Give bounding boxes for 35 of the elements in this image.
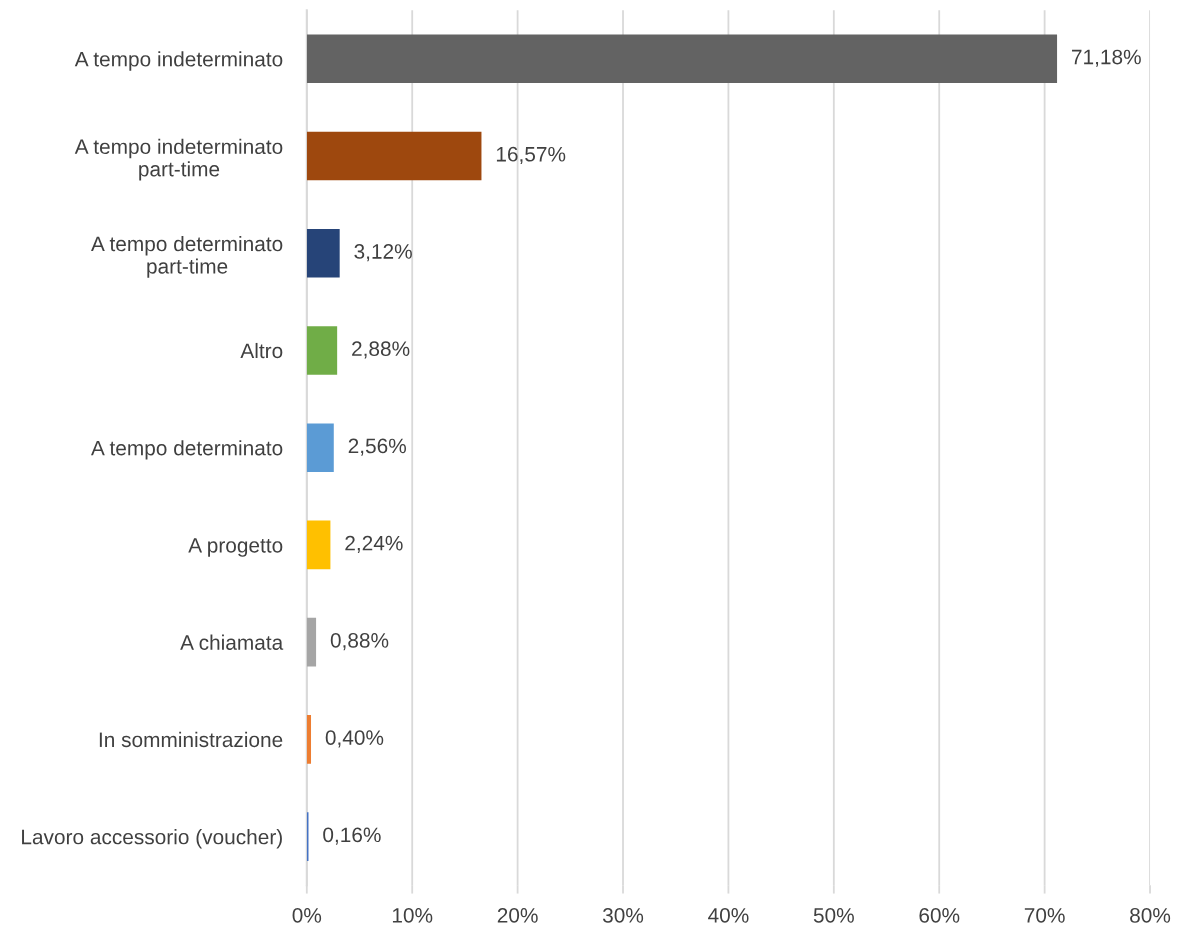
bar: [306, 617, 317, 667]
bar: [306, 715, 312, 764]
x-tick-label: 40%: [708, 908, 749, 923]
x-tick-label: 0%: [292, 908, 322, 923]
bar: [306, 520, 331, 570]
bar: [306, 423, 334, 473]
data-label: 2,88%: [352, 341, 410, 359]
x-tick-label: 30%: [602, 908, 644, 923]
bar: [306, 34, 1058, 84]
data-label: 2,24%: [345, 535, 403, 553]
y-tick-label: A tempo determinato: [91, 440, 283, 460]
data-label: 16,57%: [496, 146, 566, 165]
data-label: 2,56%: [348, 438, 406, 456]
bar: [306, 131, 482, 181]
x-tick-label: 80%: [1130, 908, 1171, 923]
x-tick-label: 10%: [392, 908, 433, 923]
y-tick-label: A tempo determinato part-time: [91, 235, 283, 278]
data-label: 0,16%: [323, 827, 381, 845]
x-tick-label: 60%: [919, 908, 960, 923]
y-tick-label: Altro: [240, 342, 283, 359]
y-tick-label: Lavoro accessorio (voucher): [22, 829, 282, 849]
y-tick-label: A chiamata: [180, 634, 284, 650]
data-label: 0,40%: [325, 730, 384, 748]
y-tick-label: A progetto: [188, 538, 283, 557]
x-tick-label: 20%: [497, 908, 538, 923]
data-label: 3,12%: [354, 244, 412, 262]
bar: [306, 228, 340, 278]
data-label: 71,18%: [1072, 49, 1141, 67]
data-label: 0,88%: [330, 633, 389, 651]
bar: [306, 326, 338, 375]
y-tick-label: In somministrazione: [99, 731, 283, 748]
x-tick-label: 70%: [1024, 908, 1065, 923]
y-tick-label: A tempo indeterminato: [74, 51, 283, 71]
x-tick-label: 50%: [813, 908, 854, 923]
y-tick-label: A tempo indeterminato part-time: [74, 138, 283, 181]
